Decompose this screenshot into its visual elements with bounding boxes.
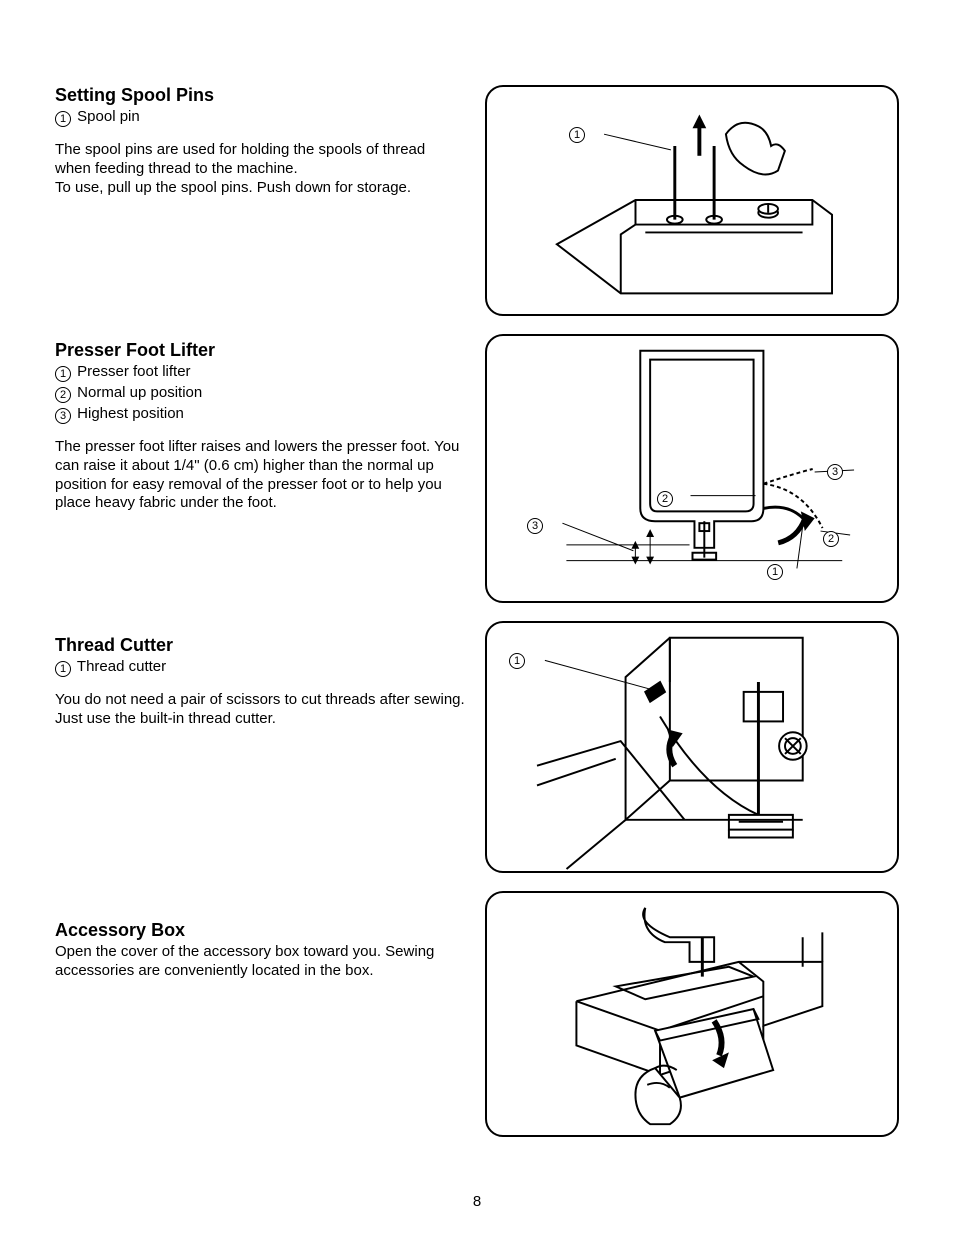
- section-thread-cutter: Thread Cutter 1 Thread cutter You do not…: [55, 635, 465, 920]
- circled-number-icon: 1: [55, 111, 71, 127]
- callout-label: Thread cutter: [77, 658, 166, 675]
- heading-presser: Presser Foot Lifter: [55, 340, 465, 361]
- body-text: Open the cover of the accessory box towa…: [55, 943, 465, 981]
- figure-callout-icon: 2: [657, 491, 673, 507]
- callout-label: Spool pin: [77, 108, 140, 125]
- figure-callout-icon: 1: [569, 127, 585, 143]
- heading-spool: Setting Spool Pins: [55, 85, 465, 106]
- body-text: The presser foot lifter raises and lower…: [55, 438, 465, 513]
- page-number: 8: [0, 1193, 954, 1210]
- thread-cutter-diagram-icon: [487, 623, 897, 871]
- callout-label: Normal up position: [77, 384, 202, 401]
- figure-callout-icon: 2: [823, 531, 839, 547]
- section-spool-pins: Setting Spool Pins 1 Spool pin The spool…: [55, 85, 465, 340]
- spool-pins-diagram-icon: [487, 87, 897, 314]
- figure-spool-pins: 1: [485, 85, 899, 316]
- figure-presser-foot: 3 2 3 2 1: [485, 334, 899, 603]
- circled-number-icon: 1: [55, 661, 71, 677]
- figure-callout-icon: 1: [509, 653, 525, 669]
- heading-accessory: Accessory Box: [55, 920, 465, 941]
- figure-callout-icon: 3: [527, 518, 543, 534]
- callout-item: 2 Normal up position: [55, 384, 465, 403]
- heading-cutter: Thread Cutter: [55, 635, 465, 656]
- callout-item: 3 Highest position: [55, 405, 465, 424]
- callout-item: 1 Presser foot lifter: [55, 363, 465, 382]
- callout-item: 1 Spool pin: [55, 108, 465, 127]
- page-content: Setting Spool Pins 1 Spool pin The spool…: [55, 85, 899, 1155]
- figure-column: 1: [485, 85, 899, 1155]
- figure-callout-icon: 3: [827, 464, 843, 480]
- circled-number-icon: 2: [55, 387, 71, 403]
- callout-label: Presser foot lifter: [77, 363, 190, 380]
- section-presser-foot: Presser Foot Lifter 1 Presser foot lifte…: [55, 340, 465, 635]
- circled-number-icon: 3: [55, 408, 71, 424]
- callout-item: 1 Thread cutter: [55, 658, 465, 677]
- circled-number-icon: 1: [55, 366, 71, 382]
- text-column: Setting Spool Pins 1 Spool pin The spool…: [55, 85, 465, 1155]
- body-text: The spool pins are used for holding the …: [55, 141, 465, 197]
- body-text: You do not need a pair of scissors to cu…: [55, 691, 465, 729]
- figure-accessory-box: [485, 891, 899, 1137]
- figure-callout-icon: 1: [767, 564, 783, 580]
- callout-label: Highest position: [77, 405, 184, 422]
- figure-thread-cutter: 1: [485, 621, 899, 873]
- accessory-box-diagram-icon: [487, 893, 897, 1135]
- section-accessory-box: Accessory Box Open the cover of the acce…: [55, 920, 465, 981]
